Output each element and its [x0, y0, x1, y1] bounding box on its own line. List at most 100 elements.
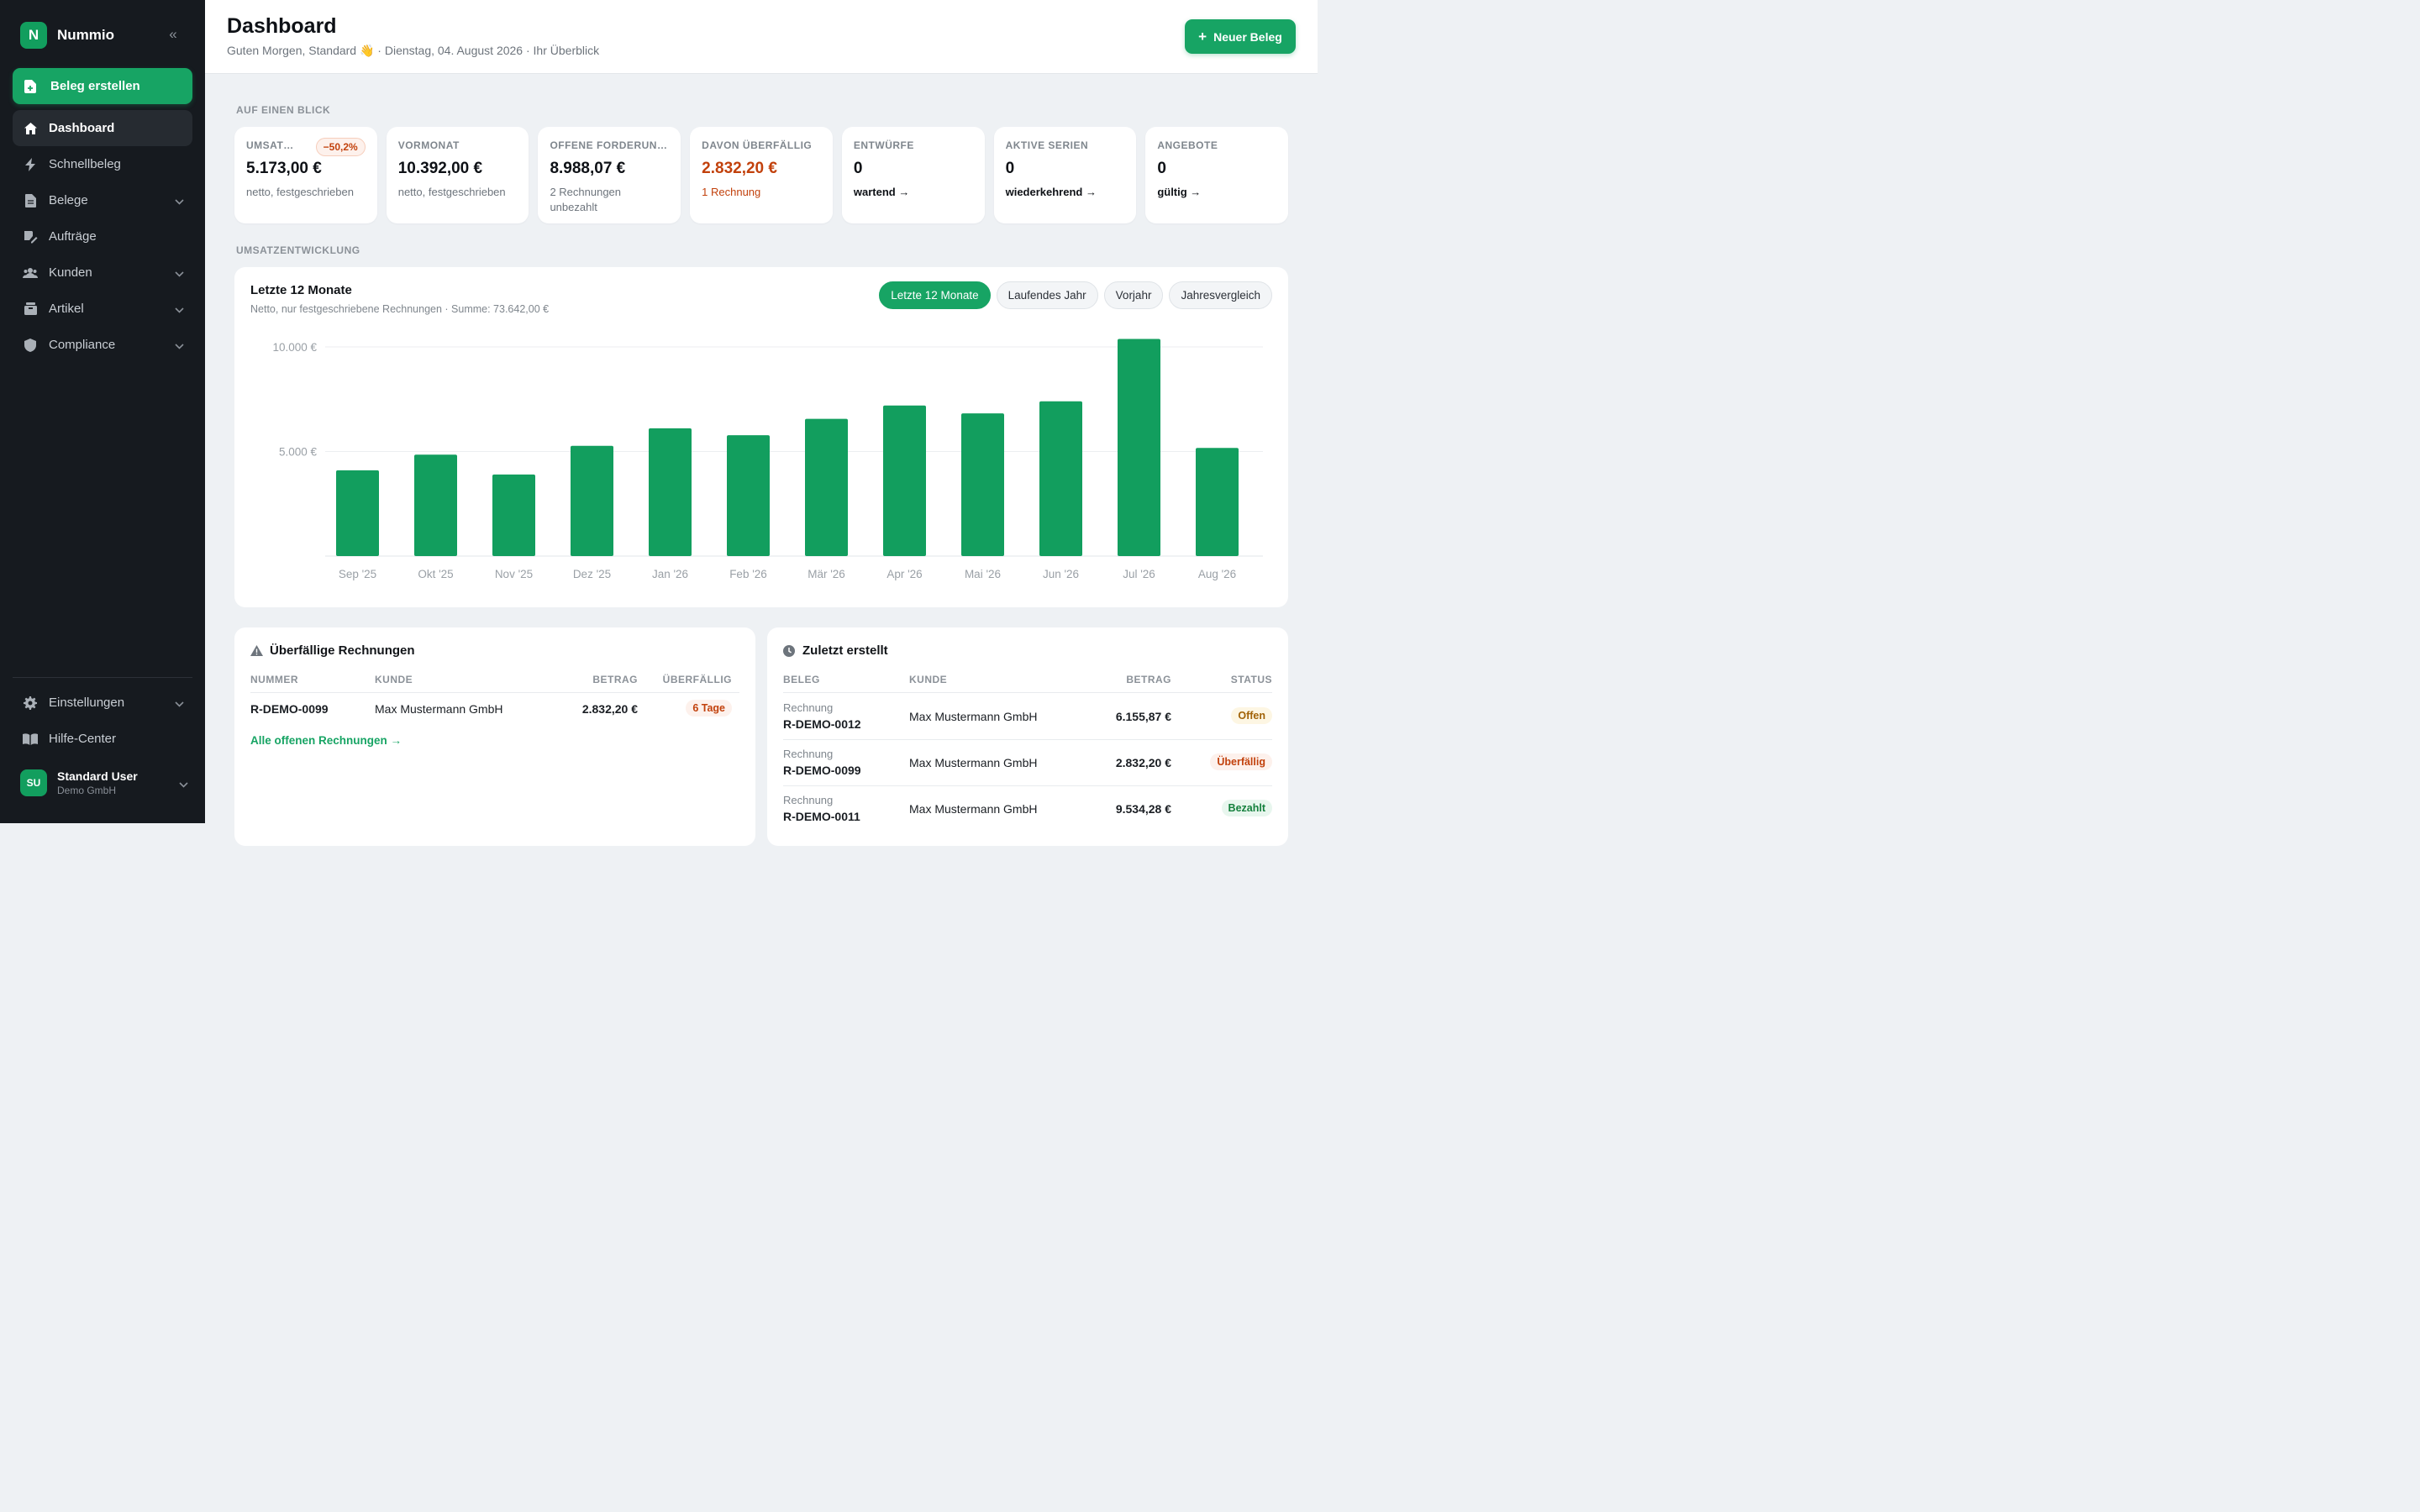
document-amount: 9.534,28 €	[1115, 802, 1171, 816]
sidebar-item-einstellungen[interactable]: Einstellungen	[13, 685, 192, 721]
chevron-down-icon	[175, 266, 184, 281]
kpi-label: ENTWÜRFE	[853, 139, 914, 151]
kpi-note: netto, festgeschrieben	[246, 186, 354, 198]
kpi-value: 0	[853, 160, 863, 177]
invoice-number: R-DEMO-0099	[250, 702, 329, 716]
kpi-link[interactable]: gültig →	[1157, 186, 1202, 198]
sidebar-item-dashboard[interactable]: Dashboard	[13, 110, 192, 146]
kpi-label: ANGEBOTE	[1157, 139, 1218, 151]
all-open-invoices-link[interactable]: Alle offenen Rechnungen →	[250, 734, 402, 747]
x-tick-label: Feb '26	[729, 568, 767, 580]
x-tick-label: Sep '25	[339, 568, 376, 580]
sidebar-item-belege[interactable]: Belege	[13, 182, 192, 218]
file-plus-icon	[24, 79, 39, 94]
customer-name: Max Mustermann GmbH	[909, 756, 1038, 769]
sidebar-item-label: Compliance	[49, 338, 116, 352]
sidebar-nav: Dashboard Schnellbeleg Belege Aufträge K…	[13, 110, 192, 363]
x-tick-label: Jan '26	[652, 568, 688, 580]
kpi-card-overdue[interactable]: DAVON ÜBERFÄLLIG 2.832,20 € 1 Rechnung	[690, 127, 833, 223]
column-header: ÜBERFÄLLIG	[662, 674, 732, 685]
new-document-button[interactable]: + Neuer Beleg	[1185, 19, 1296, 54]
clock-icon	[783, 644, 796, 657]
sidebar-bottom-nav: Einstellungen Hilfe-Center	[13, 685, 192, 757]
revenue-section-label: UMSATZENTWICKLUNG	[236, 244, 360, 256]
filter-last-12-months[interactable]: Letzte 12 Monate	[879, 281, 991, 309]
x-tick-label: Mai '26	[965, 568, 1001, 580]
brand[interactable]: N Nummio	[20, 22, 114, 49]
sidebar-item-label: Dashboard	[49, 121, 115, 135]
kpi-card-drafts[interactable]: ENTWÜRFE 0 wartend →	[841, 127, 985, 223]
page-header: Dashboard Guten Morgen, Standard 👋 · Die…	[205, 0, 1318, 74]
x-tick-label: Mär '26	[808, 568, 845, 580]
document-amount: 6.155,87 €	[1115, 710, 1171, 723]
status-badge: Überfällig	[1210, 753, 1272, 770]
sidebar-item-auftraege[interactable]: Aufträge	[13, 218, 192, 255]
filter-current-year[interactable]: Laufendes Jahr	[996, 281, 1098, 309]
book-icon	[23, 732, 38, 747]
revenue-bar	[571, 445, 613, 556]
chevron-down-icon	[175, 302, 184, 317]
sidebar-item-label: Kunden	[49, 265, 92, 280]
kpi-link[interactable]: wartend →	[853, 186, 910, 198]
column-header: KUNDE	[375, 674, 413, 685]
bolt-icon	[23, 157, 38, 172]
x-tick-label: Nov '25	[495, 568, 533, 580]
row-divider	[783, 739, 1272, 740]
status-badge: Bezahlt	[1221, 800, 1272, 816]
sidebar: N Nummio « Beleg erstellen Dashboard Sch…	[0, 0, 205, 823]
chevron-down-icon	[175, 696, 184, 711]
revenue-chart-card: 5.000 € 10.000 € Sep '25 Okt '25 Nov '25 Dez …	[234, 267, 1288, 607]
chevron-down-icon	[175, 194, 184, 208]
collapse-sidebar-icon[interactable]: «	[169, 26, 177, 42]
period-filter: Letzte 12 Monate Laufendes Jahr Vorjahr …	[879, 281, 1272, 309]
kpi-card-open-receivables[interactable]: OFFENE FORDERUN… 8.988,07 € 2 Rechnungen…	[538, 127, 681, 223]
kpi-card-offers[interactable]: ANGEBOTE 0 gültig →	[1145, 127, 1289, 223]
kpi-label: DAVON ÜBERFÄLLIG	[702, 139, 813, 151]
filter-year-comparison[interactable]: Jahresvergleich	[1169, 281, 1272, 309]
overdue-invoices-card: Überfällige Rechnungen NUMMER KUNDE BETR…	[234, 627, 755, 846]
sidebar-item-artikel[interactable]: Artikel	[13, 291, 192, 327]
sidebar-item-kunden[interactable]: Kunden	[13, 255, 192, 291]
create-document-button[interactable]: Beleg erstellen	[13, 68, 192, 104]
kpi-value: 5.173,00 €	[246, 160, 322, 177]
revenue-bar	[336, 470, 379, 556]
filter-previous-year[interactable]: Vorjahr	[1103, 281, 1164, 309]
sidebar-item-compliance[interactable]: Compliance	[13, 327, 192, 363]
kpi-value: 8.988,07 €	[550, 160, 626, 177]
user-menu[interactable]: SU Standard User Demo GmbH	[20, 769, 188, 796]
kpi-link[interactable]: wiederkehrend →	[1005, 186, 1097, 198]
overview-section-label: AUF EINEN BLICK	[236, 104, 331, 116]
overdue-badge: 6 Tage	[686, 700, 732, 717]
recent-card-title: Zuletzt erstellt	[783, 643, 888, 658]
x-tick-label: Aug '26	[1198, 568, 1236, 580]
sidebar-item-label: Aufträge	[49, 229, 97, 244]
column-header: BETRAG	[1126, 674, 1171, 685]
chevron-down-icon	[175, 339, 184, 353]
y-tick-label: 10.000 €	[272, 341, 317, 354]
clipboard-icon	[23, 229, 38, 244]
document-type: Rechnung	[783, 794, 834, 806]
kpi-value: 2.832,20 €	[702, 160, 777, 177]
invoice-amount: 2.832,20 €	[581, 702, 638, 716]
revenue-bar	[1196, 448, 1239, 556]
kpi-row: UMSATZ … −50,2% 5.173,00 € netto, festge…	[234, 127, 1289, 223]
sidebar-item-schnellbeleg[interactable]: Schnellbeleg	[13, 146, 192, 182]
kpi-card-revenue[interactable]: UMSATZ … −50,2% 5.173,00 € netto, festge…	[234, 127, 377, 223]
kpi-label: UMSATZ …	[246, 139, 297, 151]
document-number: R-DEMO-0012	[783, 717, 861, 731]
row-divider	[783, 692, 1272, 693]
kpi-value: 10.392,00 €	[397, 160, 483, 177]
sidebar-divider	[13, 677, 192, 678]
column-header: BETRAG	[592, 674, 638, 685]
sidebar-item-hilfe-center[interactable]: Hilfe-Center	[13, 721, 192, 757]
kpi-label: VORMONAT	[397, 139, 460, 151]
x-tick-label: Jul '26	[1123, 568, 1155, 580]
home-icon	[23, 121, 38, 136]
kpi-card-active-series[interactable]: AKTIVE SERIEN 0 wiederkehrend →	[993, 127, 1137, 223]
box-icon	[23, 302, 38, 317]
kpi-card-previous-month[interactable]: VORMONAT 10.392,00 € netto, festgeschrie…	[386, 127, 529, 223]
card-title-text: Überfällige Rechnungen	[270, 643, 415, 658]
chevron-down-icon	[179, 777, 188, 792]
column-header: STATUS	[1230, 674, 1272, 685]
revenue-bar	[805, 418, 848, 556]
